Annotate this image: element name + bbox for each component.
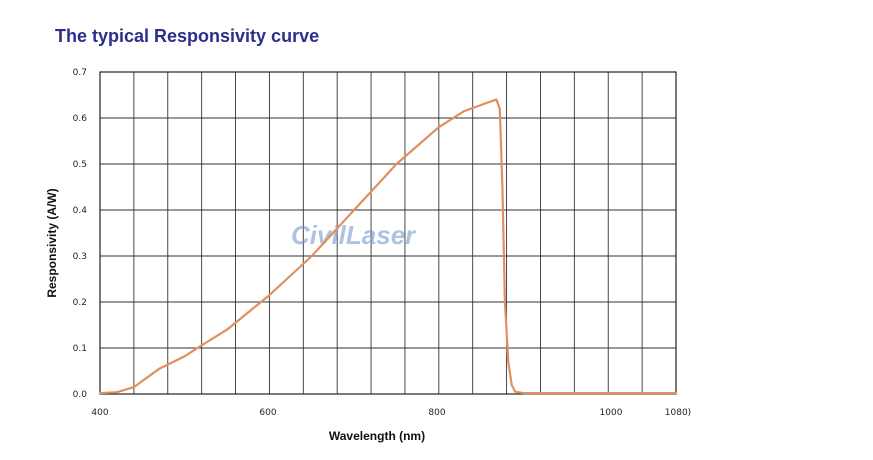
watermark-text: CivilLaser — [291, 220, 417, 250]
y-tick-label: 0.4 — [73, 206, 88, 216]
y-tick-label: 0.0 — [73, 390, 88, 400]
x-tick-label: 800 — [428, 408, 445, 418]
x-tick-label: 1000 — [600, 408, 623, 418]
y-tick-label: 0.7 — [73, 68, 87, 78]
x-tick-label: 400 — [91, 408, 108, 418]
y-tick-label: 0.2 — [73, 298, 87, 308]
y-axis-label: Responsivity (A/W) — [45, 188, 59, 297]
y-tick-label: 0.1 — [73, 344, 87, 354]
x-tick-label: 600 — [259, 408, 276, 418]
series-line-responsivity — [98, 98, 678, 395]
x-axis-label: Wavelength (nm) — [329, 429, 425, 443]
x-tick-label: 1080) — [665, 408, 691, 418]
y-tick-label: 0.6 — [73, 114, 88, 124]
y-tick-label: 0.5 — [73, 160, 87, 170]
chart-title: The typical Responsivity curve — [55, 26, 320, 46]
tick-labels: 0.0 0.1 0.2 0.3 0.4 0.5 0.6 0.7 400 600 800 1000 108… — [73, 68, 692, 418]
plot-frame — [99, 71, 677, 395]
y-tick-label: 0.3 — [73, 252, 87, 262]
